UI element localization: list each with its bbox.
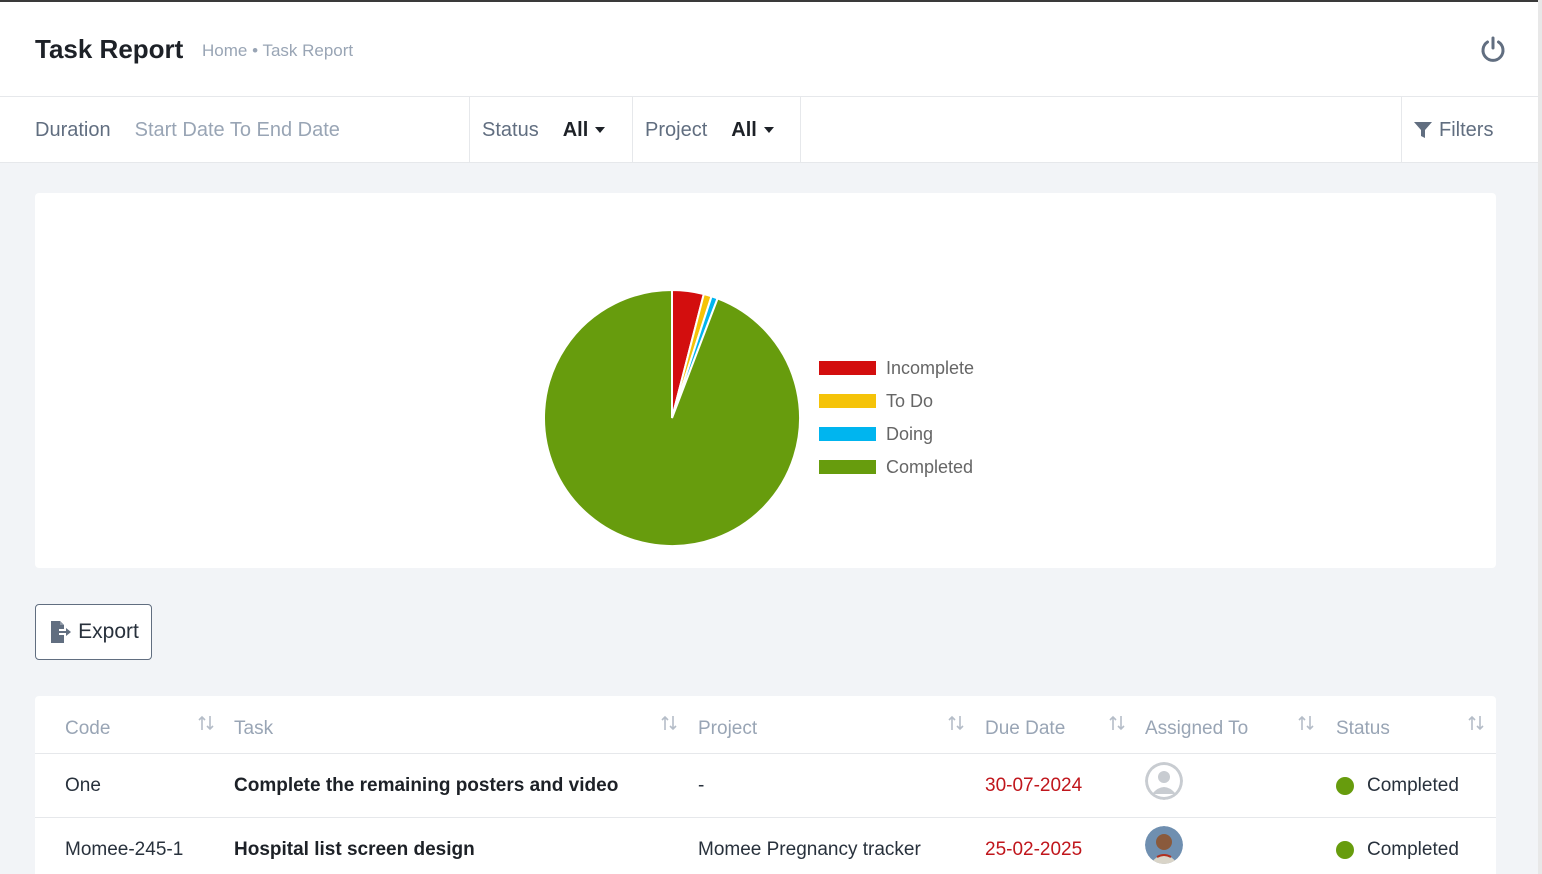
top-border — [0, 0, 1542, 2]
status-label: Status — [482, 118, 539, 141]
sort-icon[interactable] — [197, 714, 215, 732]
sort-icon[interactable] — [947, 714, 965, 732]
status-badge: Completed — [1336, 775, 1459, 797]
task-code: Momee-245-1 — [65, 839, 184, 860]
status-dropdown[interactable]: All — [563, 119, 606, 142]
legend-swatch[interactable] — [819, 394, 876, 408]
task-status-pie-chart: Incomplete To Do Doing Completed — [543, 288, 974, 547]
task-table: Code Task Project Due Date Assigned To S… — [35, 696, 1496, 874]
divider — [1401, 97, 1402, 163]
status-dot — [1336, 841, 1354, 859]
pie-slice-completed[interactable] — [543, 288, 801, 547]
divider — [800, 97, 801, 163]
table-row[interactable]: Momee-245-1 Hospital list screen design … — [35, 818, 1496, 874]
page-scrollbar[interactable] — [1538, 0, 1542, 874]
filters-label: Filters — [1439, 118, 1494, 141]
column-label: Status — [1336, 718, 1390, 739]
sort-icon[interactable] — [660, 714, 678, 732]
task-project: - — [698, 775, 705, 796]
legend-label[interactable]: Incomplete — [886, 358, 974, 378]
task-due-date: 30-07-2024 — [985, 775, 1083, 796]
file-export-icon — [51, 621, 72, 643]
user-avatar[interactable] — [1145, 826, 1183, 864]
caret-down-icon — [763, 127, 774, 133]
column-label: Task — [234, 718, 274, 739]
export-button[interactable]: Export — [35, 604, 152, 660]
funnel-icon — [1414, 122, 1432, 138]
page-title: Task Report — [35, 34, 184, 64]
legend-label[interactable]: Doing — [886, 424, 933, 444]
sort-icon[interactable] — [1108, 714, 1126, 732]
page-header: Task Report Home • Task Report — [0, 2, 1538, 97]
legend-label[interactable]: To Do — [886, 391, 933, 411]
date-range-input[interactable]: Start Date To End Date — [134, 118, 340, 141]
status-text: Completed — [1367, 775, 1459, 796]
legend-swatch[interactable] — [819, 460, 876, 474]
default-avatar[interactable] — [1145, 762, 1183, 800]
divider — [469, 97, 470, 163]
power-icon[interactable] — [1478, 34, 1508, 64]
status-dot — [1336, 777, 1354, 795]
table-row[interactable]: One Complete the remaining posters and v… — [35, 754, 1496, 818]
project-dropdown-value: All — [731, 118, 757, 141]
filter-bar: Duration Start Date To End Date Status A… — [0, 97, 1538, 163]
task-name-link[interactable]: Complete the remaining posters and video — [234, 775, 619, 796]
duration-label: Duration — [35, 118, 111, 141]
task-project: Momee Pregnancy tracker — [698, 839, 921, 860]
duration-filter[interactable]: Duration Start Date To End Date — [35, 97, 340, 163]
table-header — [35, 696, 1496, 754]
divider — [632, 97, 633, 163]
chart-card: Incomplete To Do Doing Completed — [35, 193, 1496, 568]
project-dropdown[interactable]: All — [731, 119, 774, 142]
legend-label[interactable]: Completed — [886, 457, 973, 477]
status-filter: Status All — [482, 97, 606, 163]
status-dropdown-value: All — [562, 118, 589, 141]
column-label: Code — [65, 718, 111, 739]
column-label: Due Date — [985, 718, 1066, 739]
filters-button[interactable]: Filters — [1413, 97, 1493, 163]
status-badge: Completed — [1336, 839, 1459, 861]
task-name-link[interactable]: Hospital list screen design — [234, 839, 475, 860]
caret-down-icon — [595, 127, 606, 133]
sort-icon[interactable] — [1297, 714, 1315, 732]
project-filter: Project All — [645, 97, 774, 163]
breadcrumb[interactable]: Home • Task Report — [202, 41, 354, 60]
column-label: Project — [698, 718, 758, 739]
sort-icon[interactable] — [1467, 714, 1485, 732]
legend-swatch[interactable] — [819, 361, 876, 375]
task-due-date: 25-02-2025 — [985, 839, 1083, 860]
task-code: One — [65, 775, 101, 796]
project-label: Project — [645, 118, 708, 141]
column-label: Assigned To — [1145, 718, 1249, 739]
export-label: Export — [78, 620, 139, 643]
status-text: Completed — [1367, 839, 1459, 860]
legend-swatch[interactable] — [819, 427, 876, 441]
